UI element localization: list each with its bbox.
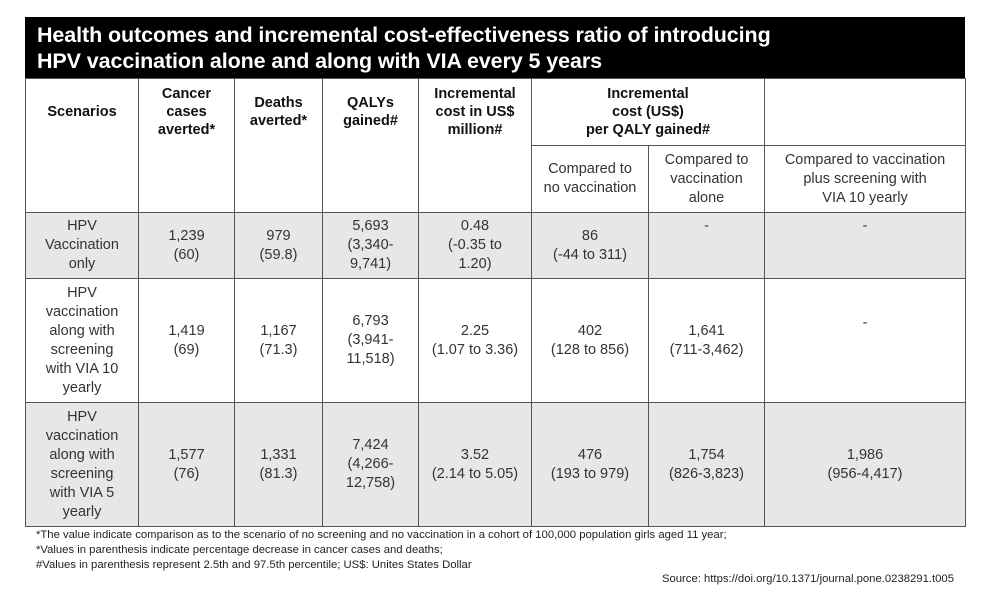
subheader-no-vaccination: Compared to no vaccination: [531, 145, 649, 213]
icer-vacc-alone-cell: 1,641 (711-3,462): [647, 278, 766, 403]
qalys-cell: 5,693 (3,340- 9,741): [322, 212, 419, 279]
icer-via10-cell: -: [764, 212, 967, 279]
cost-cell: 3.52 (2.14 to 5.05): [418, 402, 532, 527]
cancer-cell: 1,577 (76): [138, 402, 235, 527]
results-table: Scenarios Cancer cases averted* Deaths a…: [25, 78, 967, 527]
table-title: Health outcomes and incremental cost-eff…: [25, 17, 965, 78]
table-row: HPV vaccination along with screening wit…: [25, 402, 967, 527]
source-citation: Source: https://doi.org/10.1371/journal.…: [661, 573, 954, 585]
title-line-1: Health outcomes and incremental cost-eff…: [37, 23, 771, 47]
icer-vacc-alone-cell: -: [647, 212, 766, 279]
cost-cell: 2.25 (1.07 to 3.36): [418, 278, 532, 403]
header-row: Scenarios Cancer cases averted* Deaths a…: [25, 78, 967, 146]
scenario-cell: HPV vaccination along with screening wit…: [25, 278, 139, 403]
deaths-cell: 979 (59.8): [234, 212, 323, 279]
footnotes: *The value indicate comparison as to the…: [36, 528, 966, 573]
cost-cell: 0.48 (-0.35 to 1.20): [418, 212, 532, 279]
cancer-cell: 1,239 (60): [138, 212, 235, 279]
header-icer: Incremental cost (US$) per QALY gained#: [530, 78, 766, 146]
deaths-cell: 1,331 (81.3): [234, 402, 323, 527]
header-blank: [764, 78, 967, 146]
footnote: *The value indicate comparison as to the…: [36, 529, 727, 541]
subheader-vaccination-alone: Compared to vaccination alone: [647, 145, 766, 213]
header-cancer-cases: Cancer cases averted*: [138, 78, 235, 146]
icer-via10-cell: -: [764, 278, 967, 403]
icer-no-vacc-cell: 86 (-44 to 311): [531, 212, 649, 279]
table-row: HPV Vaccination only 1,239 (60) 979 (59.…: [25, 212, 967, 279]
header-deaths: Deaths averted*: [234, 78, 323, 146]
icer-via10-cell: 1,986 (956-4,417): [764, 402, 967, 527]
header-qalys: QALYs gained#: [322, 78, 419, 146]
footnote: #Values in parenthesis represent 2.5th a…: [36, 559, 472, 571]
header-incremental-cost: Incremental cost in US$ million#: [418, 78, 532, 146]
qalys-cell: 6,793 (3,941- 11,518): [322, 278, 419, 403]
icer-no-vacc-cell: 402 (128 to 856): [531, 278, 649, 403]
cancer-cell: 1,419 (69): [138, 278, 235, 403]
header-scenarios: Scenarios: [25, 78, 139, 146]
icer-no-vacc-cell: 476 (193 to 979): [531, 402, 649, 527]
subheader-row: Compared to no vaccination Compared to v…: [25, 145, 967, 213]
title-line-2: HPV vaccination alone and along with VIA…: [37, 49, 602, 73]
scenario-cell: HPV Vaccination only: [25, 212, 139, 279]
table-row: HPV vaccination along with screening wit…: [25, 278, 967, 403]
icer-vacc-alone-cell: 1,754 (826-3,823): [647, 402, 766, 527]
footnote: *Values in parenthesis indicate percenta…: [36, 544, 443, 556]
deaths-cell: 1,167 (71.3): [234, 278, 323, 403]
subheader-via10: Compared to vaccination plus screening w…: [764, 145, 967, 213]
scenario-cell: HPV vaccination along with screening wit…: [25, 402, 139, 527]
qalys-cell: 7,424 (4,266- 12,758): [322, 402, 419, 527]
